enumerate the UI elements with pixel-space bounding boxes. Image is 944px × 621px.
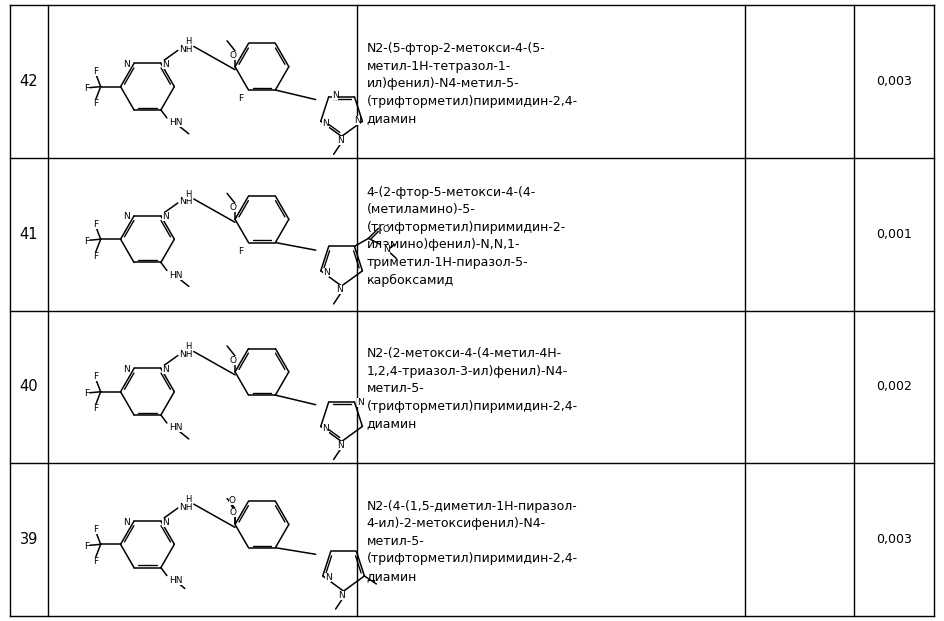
Text: H: H: [185, 189, 192, 199]
Text: O: O: [382, 225, 389, 234]
Text: H: H: [185, 342, 192, 351]
Text: F: F: [93, 220, 98, 229]
Text: F: F: [93, 99, 98, 108]
Text: NH: NH: [178, 502, 193, 512]
Text: 0,001: 0,001: [876, 228, 912, 241]
Text: F: F: [93, 252, 98, 261]
Text: N: N: [124, 60, 130, 69]
Text: N: N: [322, 119, 329, 128]
Text: 4-(2-фтор-5-метокси-4-(4-
(метиламино)-5-
(трифторметил)пиримидин-2-
иламино)фен: 4-(2-фтор-5-метокси-4-(4- (метиламино)-5…: [366, 186, 565, 286]
Text: N: N: [338, 591, 345, 600]
Text: N: N: [336, 286, 343, 294]
Text: N: N: [124, 212, 130, 222]
Text: N: N: [323, 268, 329, 278]
Text: HN: HN: [169, 271, 182, 280]
Text: O: O: [229, 509, 237, 517]
Text: N2-(5-фтор-2-метокси-4-(5-
метил-1H-тетразол-1-
ил)фенил)-N4-метил-5-
(трифторме: N2-(5-фтор-2-метокси-4-(5- метил-1H-тетр…: [366, 42, 578, 125]
Text: N: N: [124, 517, 130, 527]
Text: N: N: [322, 424, 329, 433]
Text: 42: 42: [20, 74, 39, 89]
Text: F: F: [239, 94, 244, 104]
Text: HN: HN: [169, 119, 182, 127]
Text: H: H: [185, 37, 192, 46]
Text: F: F: [84, 542, 90, 551]
Text: N: N: [161, 517, 169, 527]
Text: F: F: [239, 247, 244, 256]
Text: F: F: [93, 373, 98, 381]
Text: O: O: [229, 203, 237, 212]
Text: HN: HN: [169, 424, 182, 432]
Text: O: O: [229, 508, 237, 517]
Text: N: N: [124, 365, 130, 374]
Text: NH: NH: [178, 197, 193, 207]
Text: N: N: [337, 136, 344, 145]
Text: F: F: [84, 237, 90, 246]
Text: N: N: [331, 91, 339, 101]
Text: N: N: [383, 245, 390, 254]
Text: O: O: [229, 51, 237, 60]
Text: N2-(4-(1,5-диметил-1H-пиразол-
4-ил)-2-метоксифенил)-N4-
метил-5-
(трифторметил): N2-(4-(1,5-диметил-1H-пиразол- 4-ил)-2-м…: [366, 500, 578, 583]
Text: N: N: [358, 399, 364, 407]
Text: F: F: [93, 67, 98, 76]
Text: 41: 41: [20, 227, 39, 242]
Text: 0,003: 0,003: [876, 533, 912, 546]
Text: NH: NH: [178, 350, 193, 359]
Text: N: N: [161, 212, 169, 222]
Text: F: F: [93, 404, 98, 413]
Text: 40: 40: [20, 379, 39, 394]
Text: O: O: [229, 356, 237, 365]
Text: F: F: [84, 84, 90, 93]
Text: N: N: [161, 365, 169, 374]
Text: F: F: [93, 525, 98, 534]
Text: N: N: [337, 441, 344, 450]
Text: 0,002: 0,002: [876, 380, 912, 393]
Text: N: N: [325, 573, 331, 582]
Text: N: N: [161, 60, 169, 69]
Text: O: O: [228, 496, 236, 505]
Text: 0,003: 0,003: [876, 75, 912, 88]
Text: H: H: [185, 495, 192, 504]
Text: N2-(2-метокси-4-(4-метил-4H-
1,2,4-триазол-3-ил)фенил)-N4-
метил-5-
(трифтормети: N2-(2-метокси-4-(4-метил-4H- 1,2,4-триаз…: [366, 347, 578, 430]
Text: N: N: [354, 116, 361, 125]
Text: F: F: [93, 557, 98, 566]
Text: F: F: [84, 389, 90, 398]
Text: NH: NH: [178, 45, 193, 54]
Text: 39: 39: [20, 532, 38, 547]
Text: HN: HN: [169, 576, 182, 585]
